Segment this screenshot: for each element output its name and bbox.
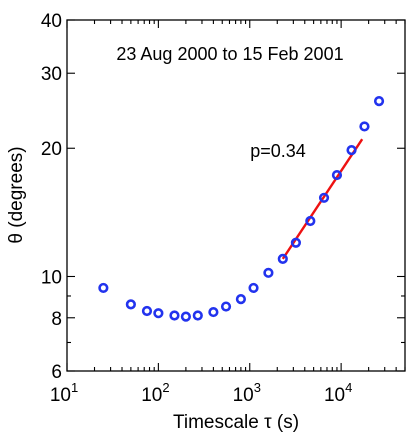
x-axis-label: Timescale τ (s) — [173, 412, 299, 433]
fit-annotation: p=0.34 — [250, 141, 306, 161]
data-point — [373, 96, 385, 107]
data-point — [98, 282, 109, 294]
data-point — [235, 293, 246, 305]
data-point — [318, 192, 330, 203]
data-point — [192, 310, 203, 321]
y-tick-label: 8 — [51, 309, 62, 330]
plot-frame — [66, 19, 406, 372]
data-point — [305, 215, 316, 227]
y-tick-label: 10 — [41, 267, 62, 288]
x-tick-label: 102 — [141, 380, 169, 406]
data-point — [180, 311, 191, 322]
y-tick-label: 40 — [41, 11, 62, 32]
data-point — [359, 121, 370, 132]
x-tick-label: 101 — [50, 380, 78, 406]
data-marks — [98, 96, 385, 322]
data-point — [169, 310, 180, 321]
x-tick-label: 104 — [324, 380, 352, 406]
data-point — [290, 237, 302, 248]
data-point — [153, 308, 164, 319]
data-point — [331, 169, 343, 181]
data-point — [277, 253, 288, 264]
axis-ticks — [66, 19, 406, 372]
y-tick-label: 20 — [41, 139, 62, 160]
y-tick-label: 30 — [41, 64, 62, 85]
data-point — [248, 282, 259, 294]
y-tick-labels: 6 8 10 20 30 40 — [41, 11, 62, 383]
data-point — [141, 305, 153, 317]
data-point — [346, 145, 357, 156]
x-tick-labels: 101 102 103 104 — [50, 380, 353, 406]
data-point — [220, 301, 232, 312]
data-point — [208, 306, 219, 318]
data-point — [263, 267, 274, 278]
date-range-annotation: 23 Aug 2000 to 15 Feb 2001 — [116, 44, 343, 64]
x-tick-label: 103 — [233, 380, 261, 406]
data-point — [125, 299, 136, 310]
y-axis-label: θ (degrees) — [6, 146, 27, 243]
y-tick-label: 6 — [51, 362, 62, 383]
